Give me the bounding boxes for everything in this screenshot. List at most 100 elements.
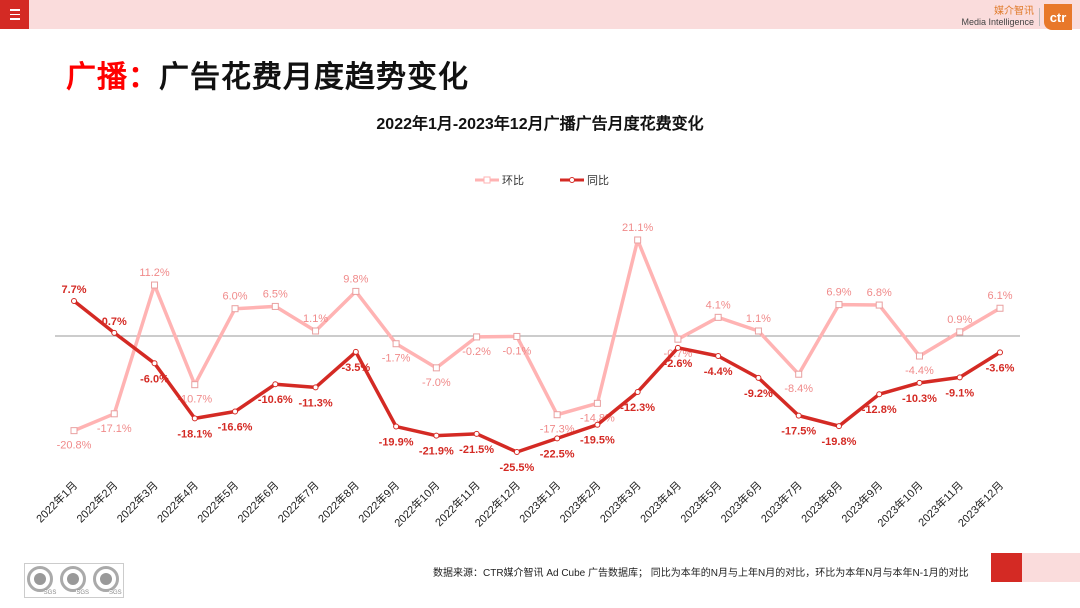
x-tick-label: 2023年4月 bbox=[637, 478, 684, 525]
data-point-yoy bbox=[352, 348, 359, 355]
footer-accent-red bbox=[991, 553, 1022, 582]
data-label-mom: -0.1% bbox=[502, 345, 531, 357]
data-point-yoy bbox=[191, 415, 198, 422]
data-point-yoy bbox=[835, 423, 842, 430]
brand: 媒介智讯 Media Intelligence bbox=[961, 6, 1034, 28]
data-label-mom: -7.0% bbox=[422, 377, 451, 389]
sgs-label: SGS bbox=[43, 590, 57, 596]
x-tick-label: 2023年6月 bbox=[717, 478, 764, 525]
sgs-label: SGS bbox=[108, 590, 122, 596]
data-label-yoy: -4.4% bbox=[704, 366, 733, 378]
data-label-yoy: -17.5% bbox=[781, 426, 816, 438]
data-point-yoy bbox=[715, 353, 722, 360]
data-point-yoy bbox=[513, 449, 520, 456]
data-point-yoy bbox=[876, 391, 883, 398]
data-label-mom: -4.4% bbox=[905, 365, 934, 377]
series-line-mom bbox=[73, 238, 1001, 433]
data-label-yoy: -19.9% bbox=[379, 437, 414, 449]
data-label-mom: -1.7% bbox=[382, 353, 411, 365]
data-label-yoy: -12.8% bbox=[862, 404, 897, 416]
legend-label-1: 同比 bbox=[587, 174, 609, 187]
data-point-yoy bbox=[151, 360, 158, 367]
ctr-logo: ctr bbox=[1044, 4, 1072, 30]
data-label-yoy: 7.7% bbox=[61, 284, 86, 296]
data-label-mom: -17.3% bbox=[540, 424, 575, 436]
data-point-mom bbox=[473, 333, 481, 341]
data-label-mom: 6.9% bbox=[826, 287, 851, 299]
data-label-mom: 1.1% bbox=[303, 313, 328, 325]
data-label-mom: 21.1% bbox=[622, 222, 653, 234]
x-tick-label: 2022年3月 bbox=[114, 478, 161, 525]
sgs-certification: SGS bbox=[92, 565, 122, 596]
sgs-certification-logos: SGS SGS SGS bbox=[24, 563, 124, 598]
data-point-yoy bbox=[312, 384, 319, 391]
page-title-prefix: 广播： bbox=[66, 61, 159, 94]
data-point-mom bbox=[915, 352, 923, 360]
data-point-mom bbox=[634, 236, 642, 244]
sgs-certification: SGS bbox=[59, 565, 89, 596]
data-point-yoy bbox=[594, 421, 601, 428]
sgs-badge-icon bbox=[92, 566, 119, 592]
legend-marker-1 bbox=[569, 177, 575, 183]
data-point-mom bbox=[875, 301, 883, 309]
data-label-yoy: -6.0% bbox=[140, 373, 169, 385]
data-label-mom: 0.9% bbox=[947, 314, 972, 326]
sgs-badge-icon bbox=[27, 566, 54, 592]
x-tick-label: 2022年4月 bbox=[154, 478, 201, 525]
data-point-mom bbox=[996, 304, 1004, 312]
data-label-yoy: -3.6% bbox=[986, 362, 1015, 374]
series-line-yoy bbox=[72, 299, 1001, 454]
data-label-yoy: -22.5% bbox=[540, 448, 575, 460]
x-tick-label: 2022年7月 bbox=[275, 478, 322, 525]
data-point-yoy bbox=[997, 349, 1003, 356]
data-point-mom bbox=[754, 327, 762, 335]
data-label-mom: -20.8% bbox=[57, 440, 92, 452]
data-label-yoy: -9.1% bbox=[945, 387, 974, 399]
data-label-mom: 11.2% bbox=[139, 267, 170, 279]
data-point-mom bbox=[110, 410, 118, 418]
data-point-mom bbox=[392, 340, 400, 348]
data-label-yoy: -19.5% bbox=[580, 435, 615, 447]
data-point-mom bbox=[513, 332, 521, 340]
footer-note: 数据来源：CTR媒介智讯 Ad Cube 广告数据库； 同比为本年的N月与上年N… bbox=[433, 568, 969, 579]
legend-label-0: 环比 bbox=[502, 174, 524, 187]
x-tick-label: 2022年5月 bbox=[194, 478, 241, 525]
data-label-yoy: -21.9% bbox=[419, 446, 454, 458]
sgs-label: SGS bbox=[76, 590, 89, 596]
x-tick-label: 2023年5月 bbox=[677, 478, 724, 525]
x-tick-label: 2022年1月 bbox=[33, 478, 80, 525]
x-tick-label: 2023年7月 bbox=[758, 478, 805, 525]
data-point-mom bbox=[352, 287, 360, 295]
data-label-yoy: -9.2% bbox=[744, 388, 773, 400]
data-label-yoy: -19.8% bbox=[822, 436, 857, 448]
data-point-mom bbox=[674, 335, 682, 343]
x-tick-label: 2023年3月 bbox=[597, 478, 644, 525]
data-point-yoy bbox=[634, 388, 641, 395]
page-title: 广播：广告花费月度趋势变化 bbox=[66, 52, 469, 96]
data-label-mom: 6.8% bbox=[867, 287, 892, 299]
data-point-yoy bbox=[674, 344, 681, 351]
data-point-yoy bbox=[473, 430, 480, 437]
data-point-mom bbox=[593, 399, 601, 407]
data-point-yoy bbox=[554, 435, 561, 442]
x-tick-label: 2022年6月 bbox=[234, 478, 281, 525]
brand-divider bbox=[1039, 8, 1040, 26]
data-point-yoy bbox=[433, 432, 440, 439]
data-point-yoy bbox=[232, 408, 239, 415]
data-label-mom: 1.1% bbox=[746, 313, 771, 325]
data-label-yoy: -12.3% bbox=[620, 402, 655, 414]
data-point-yoy bbox=[272, 381, 279, 388]
data-label-yoy: -11.3% bbox=[298, 397, 332, 409]
data-label-yoy: -3.5% bbox=[341, 362, 370, 374]
brand-en: Media Intelligence bbox=[961, 17, 1034, 27]
data-point-mom bbox=[151, 281, 159, 289]
data-point-mom bbox=[271, 302, 279, 310]
data-point-yoy bbox=[956, 374, 963, 381]
sgs-certification: SGS bbox=[26, 565, 57, 596]
data-label-mom: -17.1% bbox=[97, 423, 132, 435]
data-label-mom: 6.1% bbox=[987, 290, 1012, 302]
menu-button[interactable] bbox=[0, 0, 29, 29]
data-label-yoy: -21.5% bbox=[459, 444, 494, 456]
data-point-mom bbox=[191, 381, 199, 389]
